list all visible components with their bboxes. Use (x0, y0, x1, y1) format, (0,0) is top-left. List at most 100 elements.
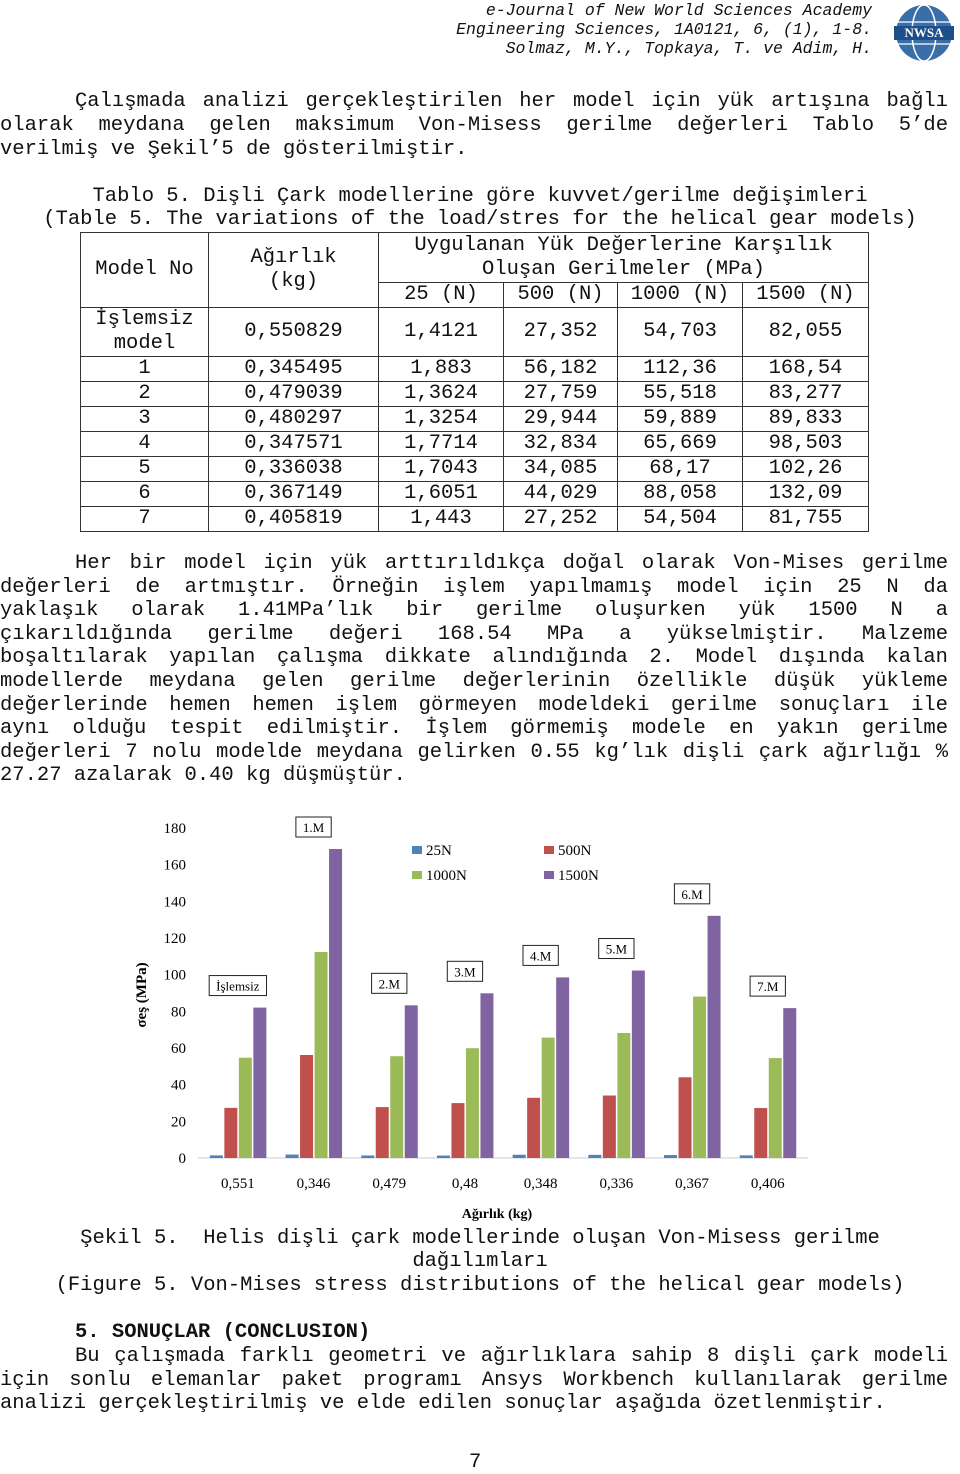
table-cell: 44,029 (503, 481, 618, 507)
header-row: Model No Ağırlık (kg) Uygulanan Yük Değerle… (80, 232, 870, 308)
table-cell: 65,669 (617, 431, 743, 457)
text-line: yaklaşık olarak 1.41MPa’lık bir gerilme … (0, 599, 948, 623)
table-cell: 1 (80, 356, 209, 382)
legend-label: 25N (426, 843, 452, 859)
table-cell: 6 (80, 481, 209, 507)
bar (602, 1095, 616, 1158)
bar (527, 1097, 541, 1158)
table-cell: 1,7043 (378, 456, 504, 482)
annotation: 1.M (303, 820, 325, 835)
bar (436, 1155, 450, 1158)
y-axis-label: σeş (MPa) (134, 962, 150, 1027)
table-cell: 7 (80, 506, 209, 532)
text-line: modellerde meydana gelen gerilme değerle… (0, 670, 948, 693)
bar (209, 1155, 223, 1158)
annotation: 6.M (681, 887, 703, 902)
table-cell: 112,36 (617, 356, 743, 382)
annotation: 3.M (454, 964, 476, 979)
table-cell: 1,443 (378, 506, 504, 532)
annotation: İşlemsiz (216, 979, 260, 994)
text-line: Çalışmada analizi gerçekleştirilen her m… (75, 90, 948, 113)
text-line: olarak meydana gelen maksimum Von-Misess… (0, 114, 948, 137)
x-tick-label: 0,406 (751, 1176, 785, 1192)
table-row: 7 0,405819 1,443 27,252 54,504 81,755 (80, 506, 870, 532)
y-tick-label: 100 (164, 968, 187, 984)
table-cell: 0,405819 (208, 506, 379, 532)
bar (588, 1154, 602, 1158)
table-cell: 0,480297 (208, 406, 379, 432)
data-table: Model No Ağırlık (kg) Uygulanan Yük Değerle… (80, 232, 870, 532)
table-cell: 132,09 (741, 481, 870, 507)
x-tick-label: 0,48 (452, 1176, 478, 1192)
table-cell: 81,755 (741, 506, 870, 532)
legend-swatch (412, 846, 422, 854)
bar (361, 1155, 375, 1158)
text-line: değerleri de artmıştır. Örneğin işlem ya… (0, 575, 948, 599)
annotation-box (673, 883, 711, 905)
header-cell: Model No (80, 232, 209, 308)
chart: 0 20 40 60 80 100 120 140 160 180 0,551 İşlemsiz 0,3… (134, 816, 808, 1222)
table-cell: 1,3624 (378, 381, 504, 407)
table-cell: 1,6051 (378, 481, 504, 507)
text-line: boşaltılarak yapılan çalışma dikkate alı… (0, 646, 948, 670)
table-cell: 34,085 (503, 456, 618, 482)
caption-line: dağılımları (412, 1250, 548, 1273)
x-tick-label: 0,348 (524, 1176, 558, 1192)
annotation: 4.M (530, 948, 552, 963)
table-cell: 1,3254 (378, 406, 504, 432)
y-tick-label: 80 (171, 1004, 186, 1020)
table-cell: 29,944 (503, 406, 618, 432)
y-tick-label: 160 (164, 858, 187, 874)
text-line: değerleri 7 nolu modelde meydana gelirke… (0, 740, 948, 764)
table-cell: 0,347571 (208, 431, 379, 457)
table-cell: 27,352 (503, 307, 618, 357)
table-row: İşlemsiz model 0,550829 1,4121 27,352 54,703… (80, 307, 870, 357)
annotation-box (208, 975, 268, 997)
table-cell: 27,252 (503, 506, 618, 532)
text-line: 27.27 azalarak 0.40 kg düşmüştür. (0, 764, 406, 788)
legend-label: 1500N (558, 868, 599, 884)
text-line: Bu çalışmada farklı geometri ve ağırlıkl… (75, 1345, 948, 1368)
x-tick-label: 0,551 (221, 1176, 255, 1192)
header-line: (kg) (268, 270, 319, 293)
annotation: 7.M (757, 979, 779, 994)
table-cell: 88,058 (617, 481, 743, 507)
header-line: Solmaz, M.Y., Topkaya, T. ve Adim, H. (505, 39, 872, 58)
annotation: 5.M (606, 942, 628, 957)
table-cell: 68,17 (617, 456, 743, 482)
bar (480, 993, 494, 1158)
y-tick-label: 120 (164, 931, 187, 947)
table-row: 1 0,345495 1,883 56,182 112,36 168,54 (80, 356, 870, 382)
annotation-box (749, 975, 786, 997)
y-tick-label: 20 (171, 1114, 186, 1130)
bar (465, 1048, 479, 1158)
bar (664, 1155, 678, 1158)
table-cell: 1,7714 (378, 431, 504, 457)
annotation-box (598, 938, 635, 960)
table-row: 5 0,336038 1,7043 34,085 68,17 102,26 (80, 456, 870, 482)
table-cell: 56,182 (503, 356, 618, 382)
table-cell: 0,336038 (208, 456, 379, 482)
table-cell: 0,550829 (208, 307, 379, 357)
table-cell: 83,277 (741, 381, 870, 407)
table-cell: 5 (80, 456, 209, 482)
table-cell: 1,4121 (378, 307, 504, 357)
header-line: Oluşan Gerilmeler (MPa) (482, 257, 765, 281)
bar (783, 1008, 797, 1158)
x-tick-label: 0,367 (675, 1176, 709, 1192)
header-cell: 25 (N) (378, 282, 504, 308)
table-cell: 59,889 (617, 406, 743, 432)
bar (768, 1058, 782, 1158)
bar (300, 1054, 314, 1158)
text-line: analizi gerçekleştirilmiş ve elde edilen… (0, 1392, 886, 1416)
bar (754, 1108, 768, 1158)
caption-line: Tablo 5. Dişli Çark modellerine göre kuv… (92, 185, 868, 208)
table-cell: 2 (80, 381, 209, 407)
annotation-box (295, 816, 332, 838)
text-line: verilmiş ve Şekil’5 de gösterilmiştir. (0, 138, 468, 161)
annotation-box (371, 972, 408, 994)
header-cell: 500 (N) (503, 282, 618, 308)
table-cell: 89,833 (741, 406, 870, 432)
text-line: çıkarıldığında gerilme değeri 168.54 MPa… (0, 622, 948, 646)
